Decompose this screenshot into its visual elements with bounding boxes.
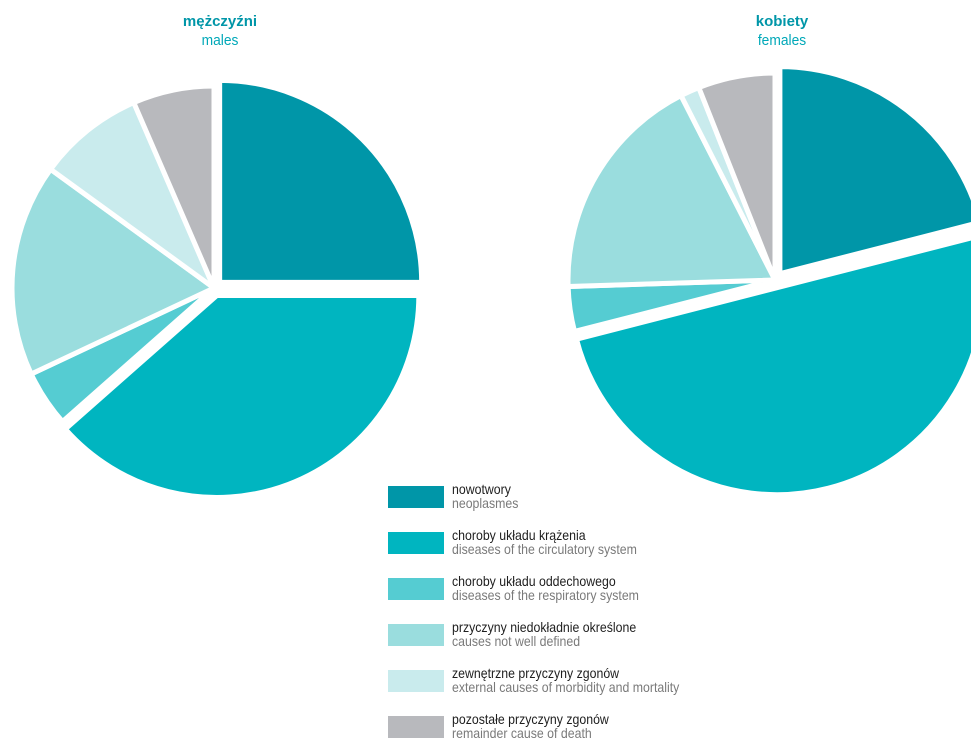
legend-label-pl: choroby układu oddechowego	[452, 573, 616, 589]
legend-label-pl: choroby układu krążenia	[452, 527, 586, 543]
legend-swatch	[388, 670, 444, 692]
legend-label-pl: nowotwory	[452, 481, 511, 497]
legend-item-respiratory: choroby układu oddechowego diseases of t…	[388, 570, 808, 616]
legend-swatch	[388, 578, 444, 600]
legend-label-en: external causes of morbidity and mortali…	[452, 679, 680, 695]
legend: nowotwory neoplasmes choroby układu krąż…	[388, 478, 808, 754]
legend-label-en: diseases of the respiratory system	[452, 587, 639, 603]
males-chart-title: mężczyźni males	[140, 12, 300, 50]
females-slice-neoplasms	[777, 64, 971, 277]
legend-item-ill-defined: przyczyny niedokładnie określone causes …	[388, 616, 808, 662]
females-title-pl: kobiety	[755, 13, 809, 30]
females-slice-circulatory	[573, 235, 971, 497]
females-slice-remainder	[695, 70, 778, 281]
legend-swatch	[388, 624, 444, 646]
legend-swatch	[388, 532, 444, 554]
males-slice-circulatory	[61, 292, 422, 500]
legend-swatch	[388, 486, 444, 508]
males-slice-neoplasms	[217, 77, 425, 285]
males-slice-external	[47, 99, 220, 296]
legend-label-pl: pozostałe przyczyny zgonów	[452, 711, 609, 727]
legend-label-en: remainder cause of death	[452, 725, 592, 741]
females-slice-ill-defined	[565, 92, 780, 290]
males-slice-remainder	[130, 83, 217, 289]
males-slice-ill-defined	[9, 165, 219, 378]
legend-label-en: neoplasmes	[452, 495, 519, 511]
males-title-pl: mężczyźni	[182, 13, 258, 30]
legend-label-pl: przyczyny niedokładnie określone	[452, 619, 637, 635]
legend-item-neoplasms: nowotwory neoplasmes	[388, 478, 808, 524]
legend-label-pl: zewnętrzne przyczyny zgonów	[452, 665, 620, 681]
females-pie-chart	[565, 64, 971, 497]
legend-label-en: causes not well defined	[452, 633, 581, 649]
legend-item-remainder: pozostałe przyczyny zgonów remainder cau…	[388, 708, 808, 754]
legend-item-circulatory: choroby układu krążenia diseases of the …	[388, 524, 808, 570]
legend-item-external: zewnętrzne przyczyny zgonów external cau…	[388, 662, 808, 708]
males-pie-chart	[9, 77, 425, 500]
legend-label-en: diseases of the circulatory system	[452, 541, 637, 557]
legend-swatch	[388, 716, 444, 738]
females-title-en: females	[757, 32, 807, 49]
females-chart-title: kobiety females	[702, 12, 862, 50]
males-title-en: males	[201, 32, 239, 49]
